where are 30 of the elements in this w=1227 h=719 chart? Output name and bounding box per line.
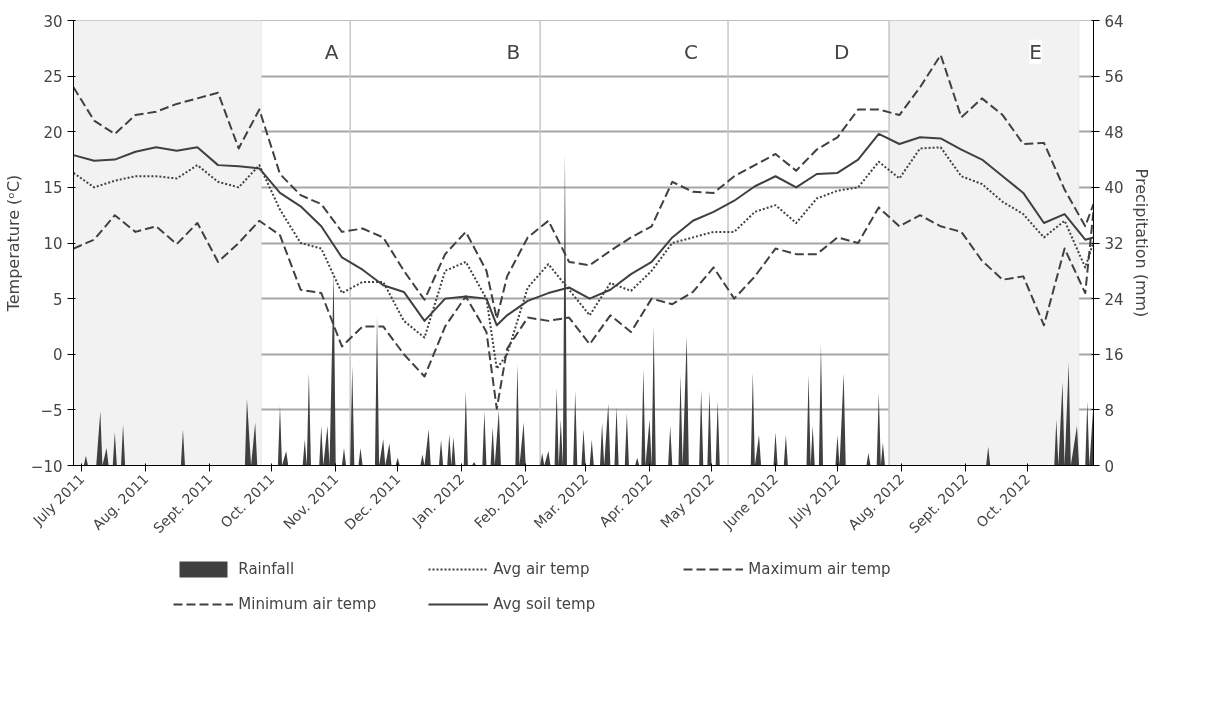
annotation: D <box>833 39 850 64</box>
y-tick-label: 5 <box>52 290 63 309</box>
y-tick-label: 15 <box>43 179 63 198</box>
y-tick-label: −5 <box>40 401 63 420</box>
legend-label: Avg soil temp <box>493 595 597 613</box>
y2-tick-label: 40 <box>1104 179 1124 198</box>
y-tick-label: 25 <box>43 68 63 87</box>
y2-axis-title: Precipitation (mm) <box>1131 168 1151 318</box>
annotation: A <box>324 39 339 64</box>
y-tick-label: 20 <box>43 123 63 142</box>
annotation: B <box>506 39 521 64</box>
y-tick-label: 30 <box>43 12 63 31</box>
legend-label: Rainfall <box>238 560 296 578</box>
annotation: C <box>683 39 698 64</box>
legend-label: Maximum air temp <box>748 560 892 578</box>
y-tick-label: 10 <box>43 235 63 253</box>
annotation: E <box>1029 39 1043 64</box>
y2-tick-label: 48 <box>1104 123 1124 142</box>
y-axis-title: Temperature (ᵒC) <box>3 174 23 313</box>
y2-tick-label: 32 <box>1104 235 1124 253</box>
y2-tick-label: 8 <box>1104 401 1115 420</box>
y2-tick-label: 56 <box>1104 68 1124 87</box>
legend-label: Avg air temp <box>493 560 591 578</box>
y2-tick-label: 64 <box>1104 12 1124 31</box>
y2-tick-label: 24 <box>1104 290 1124 309</box>
y2-tick-label: 0 <box>1104 457 1115 476</box>
y-tick-label: −10 <box>30 457 63 476</box>
y2-tick-label: 16 <box>1104 346 1124 365</box>
y-tick-label: 0 <box>52 346 63 365</box>
legend-label: Minimum air temp <box>238 595 378 613</box>
